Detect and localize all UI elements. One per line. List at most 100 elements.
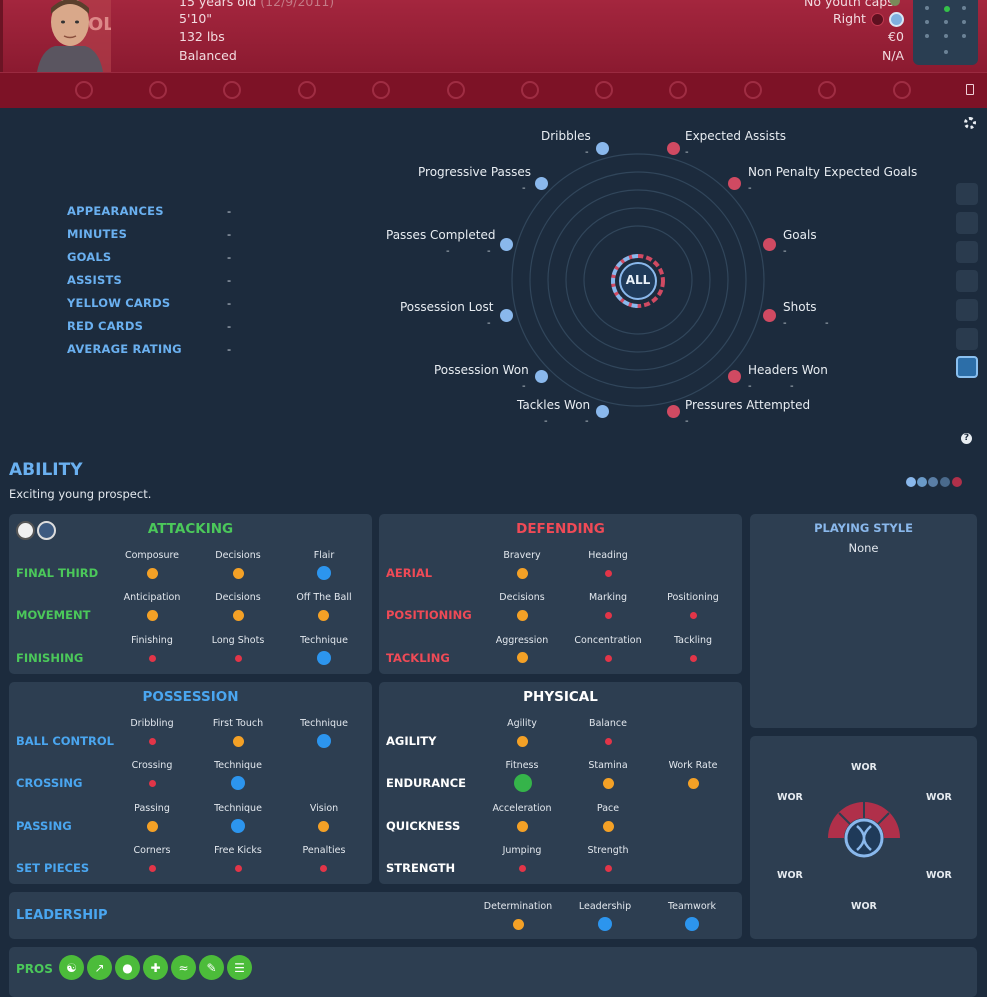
group-label: FINISHING: [16, 651, 84, 665]
age-text: 15 years old (12/9/2011): [179, 0, 335, 9]
role-filter-2-icon[interactable]: [956, 212, 978, 234]
ability-summary: Exciting young prospect.: [9, 487, 152, 501]
tab-reports-icon[interactable]: [372, 81, 390, 99]
tab-contract-icon[interactable]: [149, 81, 167, 99]
group-label: AGILITY: [386, 734, 437, 748]
radar-value: -: [748, 381, 752, 392]
possession-title: POSSESSION: [142, 689, 239, 705]
radar-rings: [511, 153, 765, 407]
pro-contract-icon[interactable]: ☰: [227, 955, 252, 980]
attr-rating: [598, 917, 612, 931]
pro-handshake-icon[interactable]: ≈: [171, 955, 196, 980]
tab-development-icon[interactable]: [298, 81, 316, 99]
attr-label: Off The Ball: [296, 592, 352, 603]
radar-value: -: [522, 183, 526, 194]
role-filter-6-icon[interactable]: [956, 328, 978, 350]
position-pitch[interactable]: [913, 0, 978, 65]
radar-point[interactable]: [762, 238, 776, 252]
radar-point[interactable]: [762, 308, 776, 322]
radar-point[interactable]: [500, 308, 514, 322]
group-label: FINAL THIRD: [16, 566, 99, 580]
role-filter-1-icon[interactable]: [956, 183, 978, 205]
attr-rating: [603, 821, 614, 832]
pro-teamwork-icon[interactable]: ☯: [59, 955, 84, 980]
attr-rating: [690, 612, 697, 619]
attr-rating: [318, 821, 329, 832]
attr-label: Technique: [300, 635, 348, 646]
tab-scouting-icon[interactable]: [521, 81, 539, 99]
attr-rating: [517, 652, 528, 663]
defending-panel: [379, 514, 742, 674]
group-label: SET PIECES: [16, 861, 90, 875]
radar-point[interactable]: [500, 238, 514, 252]
attr-rating: [147, 821, 158, 832]
attr-rating: [233, 610, 244, 621]
tab-interaction-icon[interactable]: [744, 81, 762, 99]
attr-label: Decisions: [499, 592, 545, 603]
attr-label: Agility: [507, 718, 537, 729]
attr-label: First Touch: [212, 718, 264, 729]
dna-label: WOR: [777, 792, 803, 803]
stat-label: MINUTES: [67, 227, 128, 241]
attr-rating: [149, 780, 156, 787]
radar-point[interactable]: [727, 177, 741, 191]
attr-rating: [147, 610, 158, 621]
pro-mental-icon[interactable]: ●: [115, 955, 140, 980]
height-text: 5'10": [179, 11, 213, 26]
radar-value: -: [790, 381, 794, 392]
radar-value: -: [783, 318, 787, 329]
tab-medical-icon[interactable]: [669, 81, 687, 99]
radar-point[interactable]: [535, 177, 549, 191]
attr-rating: [317, 734, 331, 748]
attr-label: Strength: [587, 845, 629, 856]
pro-fitness-icon[interactable]: ✚: [143, 955, 168, 980]
tab-comparison-icon[interactable]: [893, 81, 911, 99]
stat-label: RED CARDS: [67, 319, 144, 333]
pro-progression-icon[interactable]: ↗: [87, 955, 112, 980]
radar-point[interactable]: [596, 142, 610, 156]
attr-rating: [149, 738, 156, 745]
attr-label: Fitness: [505, 760, 539, 771]
radar-point[interactable]: [666, 404, 680, 418]
radar-label: Passes Completed: [386, 228, 496, 242]
tab-training-icon[interactable]: [595, 81, 613, 99]
help-icon[interactable]: ?: [961, 433, 972, 444]
attr-label: Technique: [214, 760, 262, 771]
role-filter-3-icon[interactable]: [956, 241, 978, 263]
attr-rating: [685, 917, 699, 931]
role-filter-5-icon[interactable]: [956, 299, 978, 321]
attr-label: Heading: [588, 550, 628, 561]
tab-history-icon[interactable]: [447, 81, 465, 99]
attr-label: Leadership: [578, 901, 632, 912]
radar-value: -: [522, 381, 526, 392]
tab-analysis-icon[interactable]: [818, 81, 836, 99]
attr-rating: [235, 655, 242, 662]
radar-point[interactable]: [727, 369, 741, 383]
attr-label: Positioning: [667, 592, 719, 603]
dna-icon: [828, 802, 900, 858]
dna-label: WOR: [851, 762, 877, 773]
weight-text: 132 lbs: [179, 29, 225, 44]
settings-gear-icon[interactable]: [964, 117, 976, 129]
playing-style-panel: [750, 514, 977, 728]
attr-rating: [149, 865, 156, 872]
radar-label: Possession Won: [434, 363, 529, 377]
stat-value: -: [227, 227, 232, 241]
pro-professional-icon[interactable]: ✎: [199, 955, 224, 980]
pros-label: PROS: [16, 962, 53, 976]
notes-icon[interactable]: [966, 84, 974, 95]
radar-point[interactable]: [666, 142, 680, 156]
stat-value: -: [227, 250, 232, 264]
attr-label: Decisions: [215, 592, 261, 603]
tab-overview-icon[interactable]: [75, 81, 93, 99]
stat-label: AVERAGE RATING: [67, 342, 182, 356]
all-filter-button[interactable]: [610, 253, 666, 309]
tab-transfer-icon[interactable]: [223, 81, 241, 99]
role-filter-4-icon[interactable]: [956, 270, 978, 292]
role-filter-all-icon[interactable]: [956, 356, 978, 378]
radar-point[interactable]: [535, 369, 549, 383]
attr-label: Long Shots: [211, 635, 265, 646]
radar-point[interactable]: [596, 404, 610, 418]
group-label: MOVEMENT: [16, 608, 91, 622]
attacking-title: ATTACKING: [147, 521, 234, 537]
